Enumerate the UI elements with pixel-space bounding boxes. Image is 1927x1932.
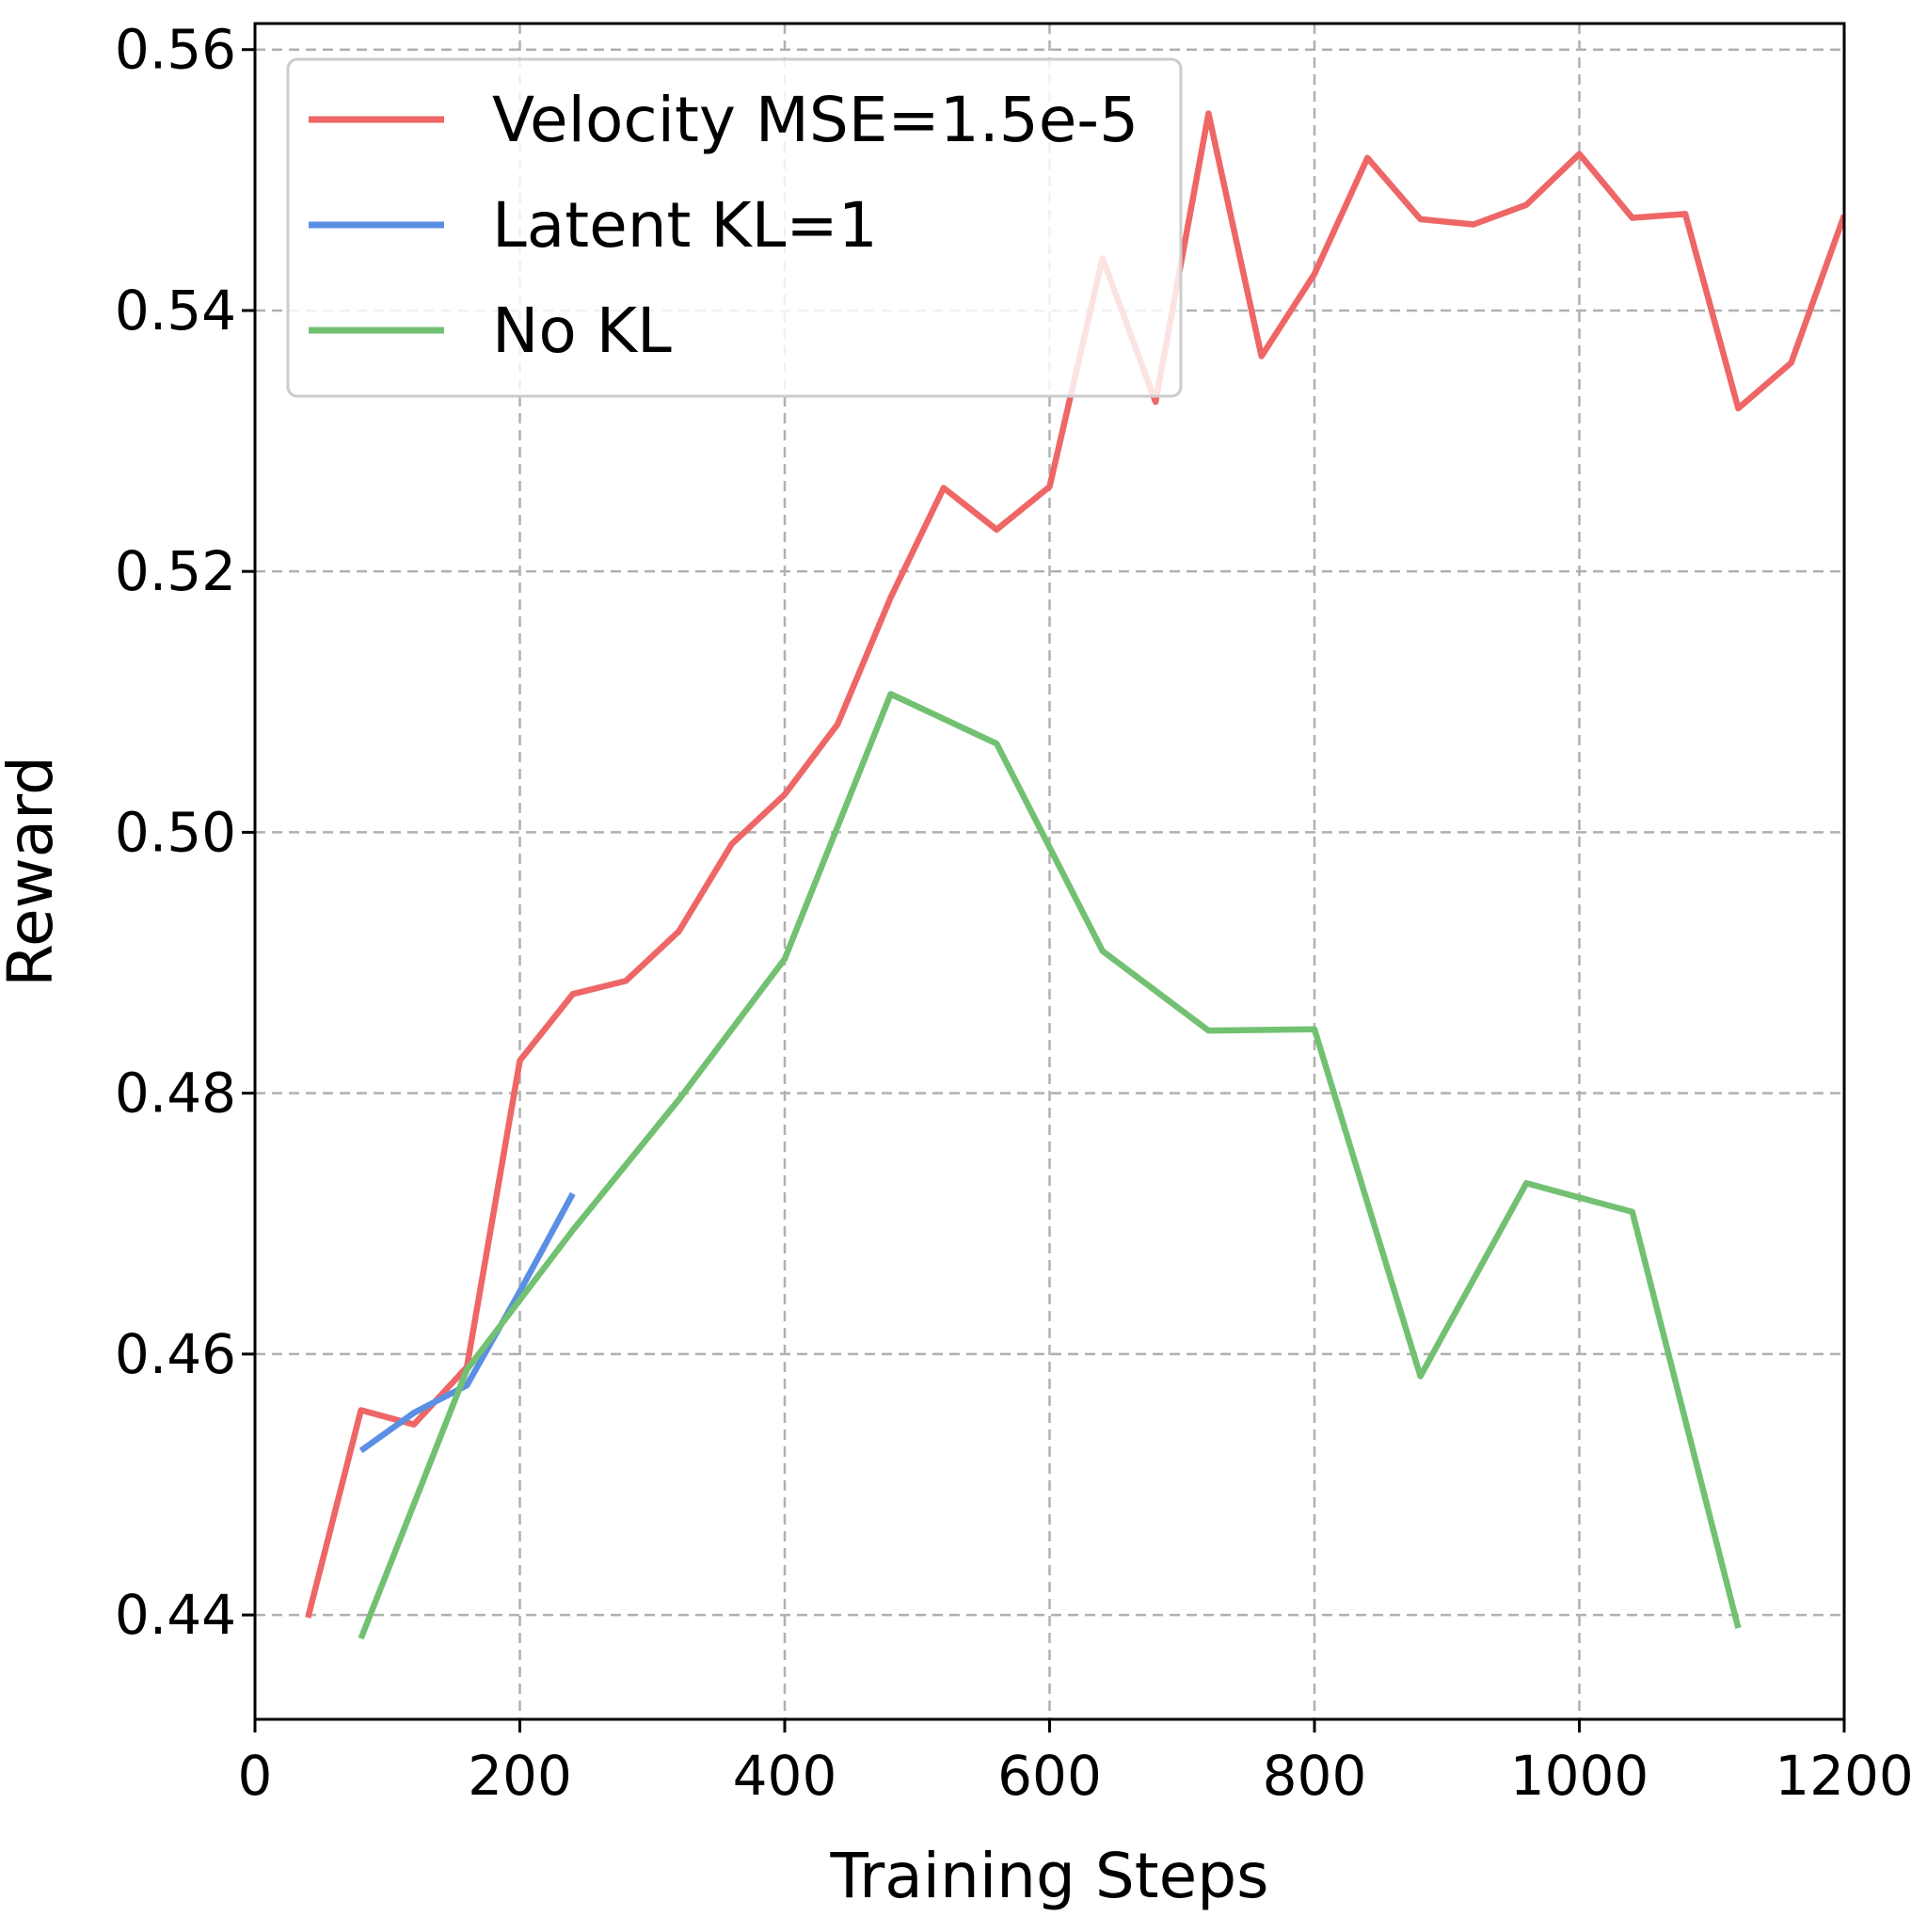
y-tick-label: 0.52 — [115, 539, 236, 603]
y-tick-label: 0.46 — [115, 1322, 236, 1386]
x-tick-label: 800 — [1263, 1744, 1367, 1808]
tick-layer: 0 200 400 600 800 1000 1200 0.44 0.46 0.48 0.50 0.5… — [115, 18, 1914, 1808]
x-tick-label: 1000 — [1510, 1744, 1649, 1808]
y-tick-label: 0.50 — [115, 800, 236, 864]
y-tick-label: 0.54 — [115, 279, 236, 343]
x-axis-title: Training Steps — [829, 1840, 1268, 1912]
legend-box — [286, 57, 1183, 398]
series-line-3 — [358, 691, 1742, 1640]
series-line-2 — [358, 1191, 576, 1454]
legend-label: Latent KL=1 — [492, 189, 878, 262]
legend: Velocity MSE=1.5e-5 Latent KL=1 No KL — [286, 57, 1183, 398]
grid-layer — [255, 24, 1844, 1719]
legend-label: Velocity MSE=1.5e-5 — [492, 84, 1139, 156]
x-tick-label: 200 — [468, 1744, 572, 1808]
x-tick-label: 1200 — [1775, 1744, 1914, 1808]
x-tick-label: 0 — [238, 1744, 273, 1808]
x-tick-label: 600 — [997, 1744, 1102, 1808]
legend-label: No KL — [492, 295, 672, 367]
y-tick-label: 0.44 — [115, 1583, 236, 1647]
y-tick-label: 0.56 — [115, 18, 236, 82]
y-tick-label: 0.48 — [115, 1062, 236, 1126]
y-axis-title: Reward — [0, 756, 67, 987]
x-tick-label: 400 — [733, 1744, 837, 1808]
